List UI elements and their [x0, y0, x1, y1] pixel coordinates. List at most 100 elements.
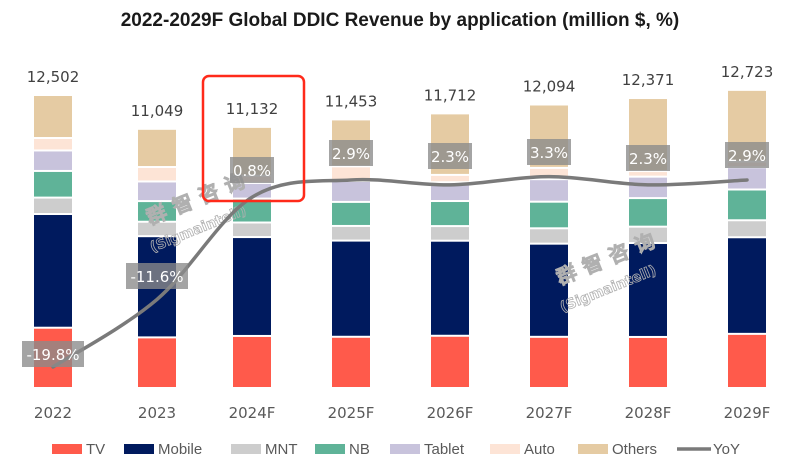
- yoy-label-2028F: 2.3%: [626, 145, 670, 171]
- legend-label: MNT: [265, 441, 298, 458]
- total-label-2027F: 12,094: [523, 77, 576, 95]
- x-tick-2022: 2022: [34, 404, 72, 422]
- total-label-2028F: 12,371: [622, 71, 675, 89]
- legend-item-tv: TV: [52, 441, 105, 458]
- legend-swatch: [578, 444, 608, 454]
- yoy-label-text: -11.6%: [130, 268, 183, 286]
- yoy-label-2024F: 0.8%: [230, 157, 274, 183]
- yoy-label-box: [428, 143, 472, 169]
- legend-swatch: [490, 444, 520, 454]
- bar-segment-tv-2024F: [233, 336, 271, 387]
- bar-segment-tablet-2025F: [332, 182, 370, 201]
- bar-segment-tablet-2023: [138, 182, 176, 201]
- bar-segment-mobile-2028F: [629, 244, 667, 336]
- bar-segment-nb-2027F: [530, 202, 568, 228]
- bar-segment-auto-2028F: [629, 172, 667, 176]
- bar-segment-auto-2025F: [332, 167, 370, 181]
- total-label-2026F: 11,712: [424, 86, 477, 104]
- bar-segment-mnt-2026F: [431, 227, 469, 240]
- bar-segment-tablet-2027F: [530, 180, 568, 201]
- bar-segment-mobile-2022: [34, 215, 72, 327]
- legend-item-mnt: MNT: [231, 441, 298, 458]
- yoy-label-box: [22, 341, 84, 367]
- bar-segment-tablet-2022: [34, 151, 72, 170]
- x-tick-2028F: 2028F: [625, 404, 672, 422]
- bar-segment-tablet-2024F: [233, 183, 271, 198]
- yoy-label-box: [527, 139, 571, 165]
- bar-segment-mobile-2025F: [332, 241, 370, 336]
- yoy-label-text: 2.3%: [629, 150, 667, 168]
- yoy-label-text: 3.3%: [530, 144, 568, 162]
- x-tick-2027F: 2027F: [526, 404, 573, 422]
- yoy-label-text: 2.9%: [728, 147, 766, 165]
- bar-segment-nb-2028F: [629, 199, 667, 226]
- yoy-label-text: 0.8%: [233, 162, 271, 180]
- legend-swatch: [231, 444, 261, 454]
- legend-label: TV: [86, 441, 105, 458]
- x-tick-2029F: 2029F: [724, 404, 771, 422]
- yoy-label-box: [126, 263, 188, 289]
- total-label-2024F: 11,132: [226, 100, 279, 118]
- bar-segment-tablet-2028F: [629, 177, 667, 198]
- legend-swatch: [315, 444, 345, 454]
- bar-segment-mobile-2026F: [431, 241, 469, 335]
- yoy-label-text: 2.3%: [431, 148, 469, 166]
- bar-segment-auto-2026F: [431, 175, 469, 182]
- chart-title: 2022-2029F Global DDIC Revenue by applic…: [120, 10, 680, 31]
- yoy-label-box: [329, 140, 373, 166]
- total-label-2022: 12,502: [27, 68, 80, 86]
- bar-segment-nb-2022: [34, 171, 72, 197]
- bar-segment-others-2023: [138, 129, 176, 167]
- yoy-label-2023: -11.6%: [126, 263, 188, 289]
- bar-segment-nb-2029F: [728, 190, 766, 220]
- bar-segment-mobile-2029F: [728, 238, 766, 333]
- legend-item-others: Others: [578, 441, 657, 458]
- total-label-2025F: 11,453: [325, 92, 378, 110]
- legend-item-tablet: Tablet: [390, 441, 465, 458]
- bar-segment-tv-2027F: [530, 337, 568, 387]
- bar-segment-mnt-2028F: [629, 227, 667, 243]
- legend-item-mobile: Mobile: [124, 441, 202, 458]
- bar-segment-mnt-2024F: [233, 223, 271, 237]
- bar-stack-2022: [34, 96, 72, 387]
- bar-segment-auto-2023: [138, 168, 176, 181]
- highlight-box-2024F: [201, 74, 306, 203]
- yoy-label-box: [230, 157, 274, 183]
- legend-label: Mobile: [158, 441, 202, 458]
- x-tick-2024F: 2024F: [229, 404, 276, 422]
- bar-segment-tv-2028F: [629, 337, 667, 387]
- bar-segment-mnt-2029F: [728, 221, 766, 237]
- yoy-label-2022: -19.8%: [22, 341, 84, 367]
- yoy-label-box: [725, 142, 769, 168]
- yoy-label-2027F: 3.3%: [527, 139, 571, 165]
- bar-segment-mnt-2027F: [530, 229, 568, 243]
- yoy-label-text: 2.9%: [332, 145, 370, 163]
- watermark-layer: 群智咨询(Sigmaintell) 群智咨询(Sigmaintell): [142, 165, 667, 316]
- yoy-layer: -19.8% -11.6% 0.8% 2.9% 2.3% 3.3% 2.3% 2.9%: [22, 139, 769, 369]
- yoy-label-2025F: 2.9%: [329, 140, 373, 166]
- bar-stack-2023: [138, 129, 176, 387]
- legend: TV Mobile MNT NB Tablet Auto Others YoY: [52, 441, 740, 458]
- yoy-label-2026F: 2.3%: [428, 143, 472, 169]
- bar-segment-auto-2022: [34, 139, 72, 150]
- legend-label: Tablet: [424, 441, 465, 458]
- total-labels-layer: 12,502 11,049 11,132 11,453 11,712 12,094 12,3…: [27, 63, 774, 120]
- x-axis-ticks: 2022 2023 2024F 2025F 2026F 2027F 2028F 2029F: [34, 404, 771, 422]
- bar-segment-tv-2025F: [332, 337, 370, 387]
- yoy-label-box: [626, 145, 670, 171]
- bar-segment-auto-2027F: [530, 168, 568, 179]
- bar-segment-tv-2026F: [431, 336, 469, 387]
- legend-swatch: [124, 444, 154, 454]
- x-tick-2023: 2023: [138, 404, 176, 422]
- total-label-2029F: 12,723: [721, 63, 774, 81]
- legend-item-auto: Auto: [490, 441, 555, 458]
- x-tick-2026F: 2026F: [427, 404, 474, 422]
- bar-segment-mnt-2022: [34, 198, 72, 214]
- highlight-layer: [201, 74, 306, 203]
- legend-label: Others: [612, 441, 657, 458]
- bar-segment-mobile-2027F: [530, 244, 568, 336]
- bar-segment-nb-2025F: [332, 202, 370, 225]
- yoy-label-2029F: 2.9%: [725, 142, 769, 168]
- bar-segment-others-2022: [34, 96, 72, 138]
- yoy-line: [51, 174, 749, 369]
